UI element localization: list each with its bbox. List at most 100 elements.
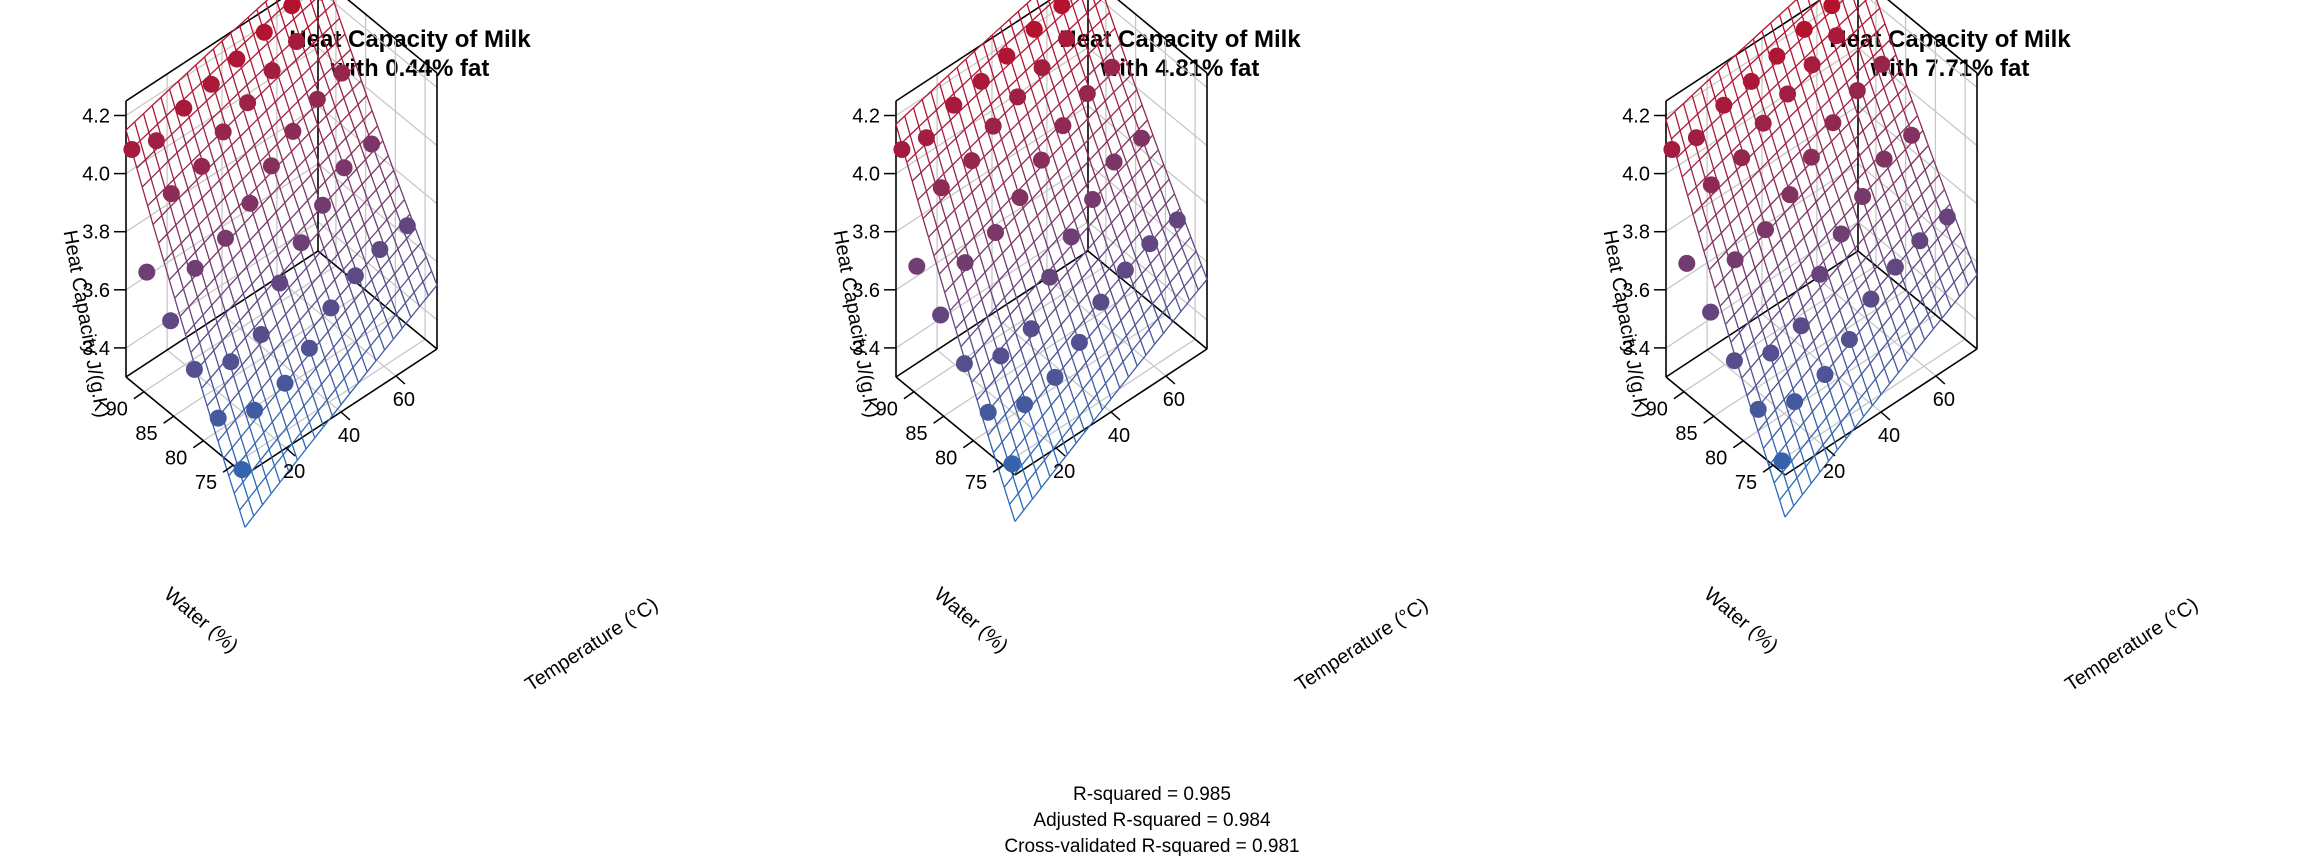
- surface-mesh-line: [1037, 318, 1048, 330]
- surface-mesh-line: [1115, 132, 1122, 149]
- surface-mesh-line: [1817, 66, 1825, 84]
- surface-mesh-line: [328, 146, 338, 157]
- surface-mesh-line: [1095, 109, 1103, 127]
- surface-mesh-line: [1722, 278, 1730, 297]
- surface-mesh-line: [1172, 257, 1180, 273]
- surface-mesh-line: [1801, 483, 1812, 495]
- surface-mesh-line: [343, 259, 353, 271]
- surface-mesh-line: [191, 91, 199, 110]
- surface-mesh-line: [1703, 241, 1714, 252]
- surface-mesh-line: [972, 299, 983, 310]
- surface-mesh-line: [994, 191, 1002, 210]
- surface-mesh-line: [1125, 218, 1135, 229]
- box-edge: [317, 250, 438, 350]
- surface-mesh-line: [358, 198, 368, 210]
- surface-mesh-line: [1084, 242, 1095, 253]
- surface-mesh-line: [238, 381, 248, 393]
- surface-mesh-line: [1939, 278, 1947, 294]
- data-point: [1816, 366, 1834, 383]
- surface-mesh-line: [1060, 314, 1071, 326]
- surface-mesh-line: [1099, 85, 1106, 102]
- surface-mesh-line: [1076, 373, 1084, 390]
- surface-mesh-line: [1117, 335, 1127, 347]
- surface-mesh-line: [1878, 8, 1886, 25]
- surface-mesh-line: [1118, 279, 1125, 295]
- surface-mesh-line: [270, 482, 281, 494]
- surface-mesh-line: [1137, 299, 1145, 315]
- surface-mesh-line: [1036, 0, 1042, 13]
- surface-mesh-line: [1089, 159, 1096, 177]
- surface-mesh-line: [909, 134, 917, 154]
- surface-mesh-line: [169, 206, 177, 226]
- surface-mesh-line: [956, 245, 966, 256]
- surface-mesh-line: [1008, 19, 1016, 37]
- surface-mesh-line: [278, 67, 288, 78]
- surface-mesh-line: [233, 303, 241, 321]
- surface-mesh-line: [246, 256, 256, 268]
- surface-mesh-line: [1820, 99, 1830, 109]
- surface-mesh-line: [1017, 481, 1028, 494]
- surface-mesh-line: [171, 252, 179, 271]
- surface-mesh-line: [1167, 232, 1178, 244]
- surface-mesh-line: [173, 170, 183, 180]
- surface-mesh-line: [1782, 100, 1790, 118]
- surface-mesh-line: [1735, 54, 1742, 73]
- surface-mesh-line: [1132, 273, 1143, 285]
- surface-mesh-line: [208, 260, 216, 279]
- surface-mesh-line: [309, 67, 317, 85]
- surface-mesh-line: [1143, 144, 1151, 160]
- data-point: [1025, 20, 1043, 38]
- surface-mesh-line: [214, 268, 225, 279]
- surface-mesh-line: [984, 272, 992, 291]
- surface-mesh-line: [381, 194, 391, 206]
- surface-mesh-line: [1714, 287, 1721, 307]
- surface-mesh-line: [1798, 334, 1806, 352]
- surface-mesh-line: [939, 200, 947, 220]
- surface-mesh-line: [242, 110, 250, 128]
- surface-mesh-line: [1094, 165, 1105, 177]
- surface-mesh-line: [1167, 242, 1174, 258]
- surface-mesh-line: [234, 419, 242, 438]
- surface-mesh-line: [256, 178, 266, 189]
- surface-mesh-line: [941, 246, 949, 265]
- surface-mesh-line: [1129, 309, 1136, 326]
- surface-mesh-line: [1846, 73, 1856, 83]
- surface-mesh-line: [1816, 313, 1824, 331]
- surface-mesh-line: [1892, 173, 1903, 185]
- surface-mesh-line: [1142, 208, 1150, 224]
- surface-mesh-line: [247, 8, 258, 18]
- surface-mesh-line: [274, 92, 285, 103]
- data-point: [956, 254, 974, 272]
- surface-mesh-line: [1166, 296, 1176, 309]
- surface-mesh-line: [1151, 198, 1158, 214]
- surface-mesh-line: [1008, 375, 1018, 387]
- surface-mesh-line: [1080, 168, 1088, 186]
- surface-mesh-line: [1081, 102, 1089, 120]
- surface-mesh-line: [288, 277, 299, 289]
- surface-mesh-line: [1034, 344, 1045, 356]
- surface-mesh-line: [245, 442, 256, 455]
- surface-mesh-line: [281, 51, 288, 69]
- z-axis-title: Heat Capacity J/(g.K): [1599, 228, 1654, 419]
- surface-mesh-line: [1061, 437, 1069, 455]
- surface-mesh-line: [1797, 99, 1807, 110]
- surface-mesh-line: [1771, 248, 1779, 267]
- surface-mesh-line: [1851, 263, 1862, 275]
- surface-mesh-line: [1852, 373, 1863, 386]
- gridline: [1087, 163, 1208, 263]
- surface-mesh-line: [1747, 196, 1757, 207]
- data-point: [908, 257, 926, 275]
- surface-mesh-line: [1942, 242, 1953, 254]
- surface-mesh-line: [1067, 271, 1074, 289]
- surface-mesh-line: [1706, 214, 1717, 225]
- surface-mesh-line: [957, 182, 965, 202]
- surface-mesh-line: [972, 112, 983, 122]
- surface-mesh-line: [285, 416, 296, 429]
- surface-mesh-line: [1026, 0, 1032, 5]
- water-tick-label: 90: [876, 399, 898, 421]
- water-tick-label: 75: [965, 472, 987, 494]
- surface-mesh-line: [223, 268, 230, 287]
- surface-mesh-line: [1706, 223, 1714, 243]
- surface-mesh-line: [248, 300, 258, 312]
